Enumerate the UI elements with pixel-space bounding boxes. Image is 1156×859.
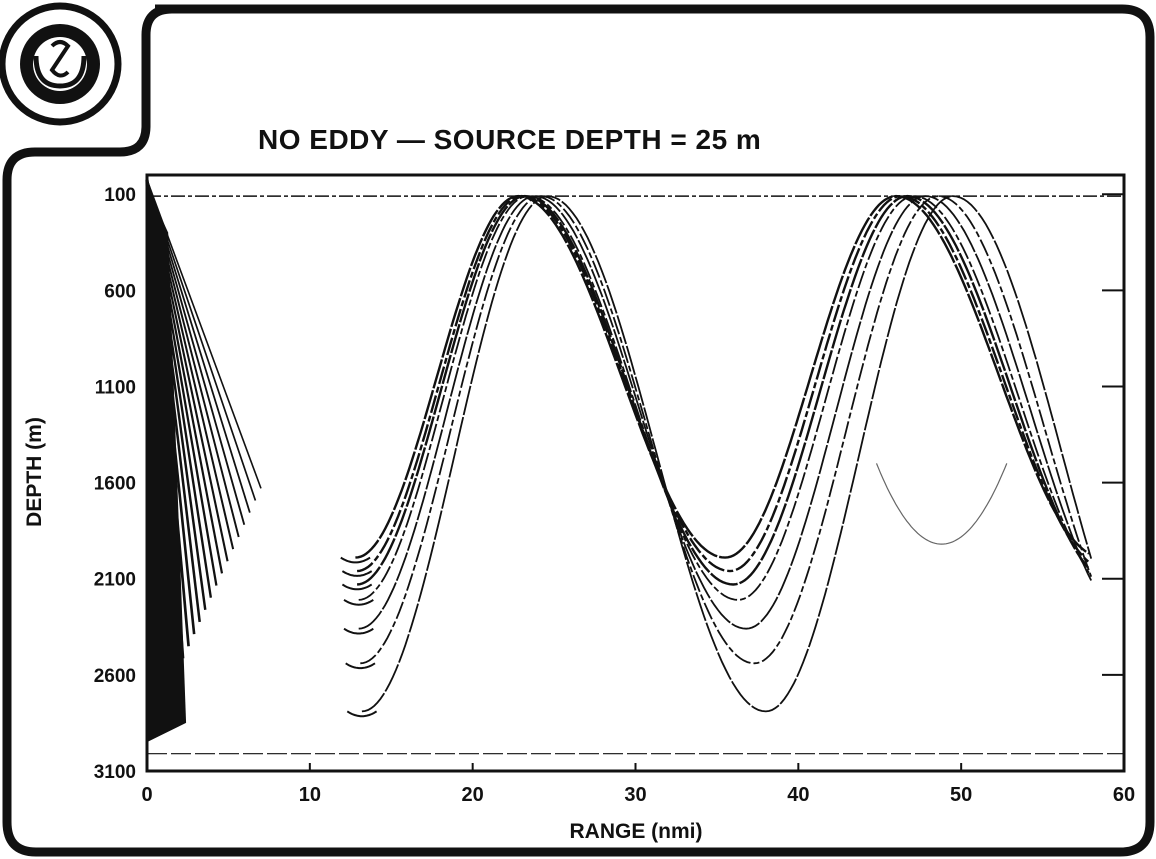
logo-seal: [0, 2, 122, 126]
refracted-ray: [358, 195, 1090, 601]
faint-ray: [875, 463, 1008, 545]
outer-border: [2, 4, 1155, 857]
y-tick-label: 1600: [94, 474, 136, 495]
x-tick-label: 40: [787, 784, 809, 806]
refracted-ray: [356, 194, 1090, 586]
y-tick-label: 2100: [94, 570, 136, 591]
refracted-ray: [360, 195, 1093, 665]
y-tick-label: 2600: [94, 666, 136, 687]
lower-turning-arc: [341, 583, 373, 591]
y-axis-ticks: 100 600 1100 1600 2100 2600 3100: [94, 185, 1124, 783]
x-tick-label: 50: [950, 784, 972, 806]
lower-turning-arc: [346, 710, 378, 718]
x-tick-label: 20: [462, 784, 484, 806]
x-tick-label: 60: [1113, 784, 1135, 806]
lower-turning-arc: [345, 662, 376, 670]
x-axis-ticks: 0 10 20 30 40 50 60: [141, 763, 1135, 806]
x-axis-label: RANGE (nmi): [570, 820, 703, 843]
ray-fan-shadow: [147, 186, 187, 743]
y-tick-label: 3100: [94, 762, 136, 783]
refracted-ray: [355, 194, 1090, 559]
lower-turning-arc: [340, 556, 371, 564]
x-tick-label: 10: [299, 784, 321, 806]
y-axis-label: DEPTH (m): [23, 417, 46, 527]
refracted-ray: [358, 195, 1093, 630]
y-tick-label: 600: [104, 281, 136, 302]
ray-trace-plot: 0 10 20 30 40 50 60 100 600 1100 1600 2100 2600 3100…: [23, 173, 1135, 843]
x-tick-label: 0: [141, 784, 152, 806]
y-tick-label: 1100: [95, 377, 136, 398]
lower-turning-arc: [343, 627, 374, 635]
lower-turning-arc: [341, 570, 373, 577]
chart-title: NO EDDY — SOURCE DEPTH = 25 m: [258, 124, 762, 155]
lower-turning-arc: [343, 599, 374, 606]
ray-paths: [145, 179, 1124, 755]
plot-frame: [145, 173, 1126, 773]
refracted-ray: [356, 194, 1090, 573]
refracted-ray: [361, 195, 1093, 713]
x-tick-label: 30: [624, 784, 646, 806]
y-tick-label: 100: [104, 185, 136, 206]
